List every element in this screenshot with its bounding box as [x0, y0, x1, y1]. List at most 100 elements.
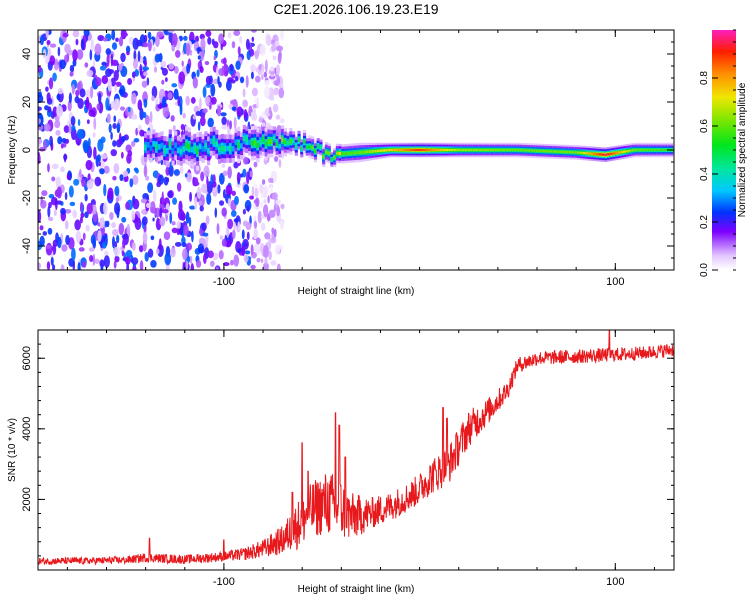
spectrogram-ridge-cell	[437, 148, 441, 152]
spectrogram-noise-blob	[207, 36, 212, 45]
spectrogram-noise-blob	[64, 208, 72, 214]
spectrogram-noise-blob	[106, 53, 110, 67]
spectrogram-noise-blob	[86, 179, 94, 190]
spectrogram-ridge-cell	[187, 143, 192, 150]
colorbar-tick-label: 0.8	[699, 71, 710, 85]
spectrogram-noise-blob	[271, 88, 279, 96]
colorbar-label: Normalized spectral amplitude	[737, 82, 748, 217]
spectrogram-noise-blob	[52, 72, 57, 82]
spectrogram-noise-blob	[202, 253, 207, 264]
spectrogram-noise-blob	[237, 248, 241, 253]
spectrogram-ridge-cell	[165, 148, 170, 154]
spectrogram-noise-blob	[205, 83, 212, 88]
spectrogram-noise-blob	[57, 136, 63, 145]
spectrogram-noise-blob	[221, 116, 227, 126]
spectrogram-noise-blob	[131, 140, 136, 147]
spectrogram-noise-blob	[100, 153, 108, 160]
spectrogram-ridge-cell	[223, 145, 227, 152]
spectrogram-noise-blob	[38, 262, 41, 270]
spectrogram-noise-blob	[93, 117, 97, 130]
spectrogram-ridge-cell	[237, 142, 241, 148]
spectrogram-noise-blob	[173, 169, 180, 176]
spectrogram-noise-blob	[213, 55, 217, 61]
spectrogram-noise-blob	[263, 262, 269, 270]
spectrogram-noise-blob	[183, 35, 188, 41]
spectrogram-ridge-cell	[407, 148, 411, 152]
spectrogram-noise-blob	[51, 163, 59, 170]
spectrogram-noise-blob	[115, 98, 121, 109]
spectrogram-noise-blob	[260, 201, 263, 209]
spectrogram-noise-blob	[79, 88, 86, 98]
spectrogram-noise-blob	[168, 164, 174, 177]
spectrogram-noise-blob	[171, 44, 175, 52]
spectrogram-noise-blob	[210, 83, 216, 97]
spectrogram-noise-blob	[245, 75, 249, 88]
spectrogram-noise-blob	[243, 254, 249, 263]
spectrogram-noise-blob	[194, 197, 198, 210]
spectrogram-ridge-cell	[355, 151, 359, 155]
spectrogram-noise-blob	[79, 168, 82, 179]
spectrogram-noise-blob	[171, 83, 178, 88]
spectrogram-noise-blob	[242, 88, 246, 98]
spectrogram-noise-blob	[57, 236, 62, 249]
spectrogram-noise-blob	[244, 250, 251, 255]
spectrogram-y-axis: -40 -20 0 20 40	[21, 29, 674, 271]
spectrogram-ridge-cell	[302, 140, 307, 144]
spectrogram-noise-blob	[171, 33, 178, 47]
spectrogram-noise-blob	[241, 229, 245, 240]
spectrogram-noise-blob	[152, 189, 157, 203]
spectrogram-noise-blob	[124, 255, 131, 265]
spectrogram-noise-blob	[153, 46, 156, 52]
spectrogram-ridge-cell	[549, 150, 553, 153]
spectrogram-ridge-cell	[426, 148, 430, 152]
spectrogram-noise-blob	[257, 69, 262, 76]
spectrogram-ridge-cell	[519, 149, 523, 152]
spectrogram-noise-blob	[196, 69, 200, 78]
spectrogram-noise-blob	[233, 116, 237, 129]
spectrogram-noise-blob	[113, 70, 119, 81]
spectrogram-ridge-cell	[530, 149, 534, 152]
spectrogram-noise-blob	[108, 69, 115, 74]
spectrogram-ridge-cell	[418, 148, 422, 152]
spectrogram-noise-blob	[195, 259, 202, 268]
spectrogram-ridge-cell	[267, 139, 271, 144]
spectrogram-noise-blob	[259, 44, 266, 56]
spectrogram-noise-blob	[78, 247, 85, 252]
spectrogram-noise-blob	[164, 77, 168, 83]
spectrogram-ridge-cell	[376, 149, 381, 153]
spectrogram-noise-blob	[49, 55, 56, 66]
spectrogram-noise-blob	[118, 132, 122, 145]
spectrogram-noise-blob	[243, 108, 248, 120]
spectrogram-ridge-cell	[245, 137, 249, 143]
spectrogram-noise-blob	[235, 60, 241, 71]
spectrogram-noise-blob	[97, 230, 102, 242]
spectrogram-noise-blob	[51, 176, 56, 182]
spectrogram-ridge-cell	[415, 148, 419, 152]
spectrogram-noise-blob	[99, 259, 105, 268]
spectrogram-noise-blob	[227, 218, 234, 230]
spectrogram-noise-blob	[176, 220, 181, 229]
spectrogram-ridge-cell	[333, 156, 337, 159]
spectrogram-ridge-cell	[511, 148, 515, 152]
spectrogram-noise-blob	[182, 248, 188, 261]
spectrogram-noise-blob	[43, 123, 51, 132]
spectrogram-noise-blob	[107, 78, 112, 92]
spectrogram-noise-blob	[227, 32, 232, 39]
snr-series-line	[38, 330, 674, 566]
spectrogram-noise-blob	[38, 94, 44, 104]
spectrogram-noise-blob	[121, 151, 124, 159]
spectrogram-ridge-cell	[615, 151, 619, 155]
spectrogram-ridge-cell	[398, 148, 402, 152]
spectrogram-noise-blob	[272, 103, 279, 113]
spectrogram-noise-blob	[215, 266, 219, 270]
spectrogram-noise-blob	[280, 203, 285, 210]
spectrogram-noise-blob	[53, 209, 57, 217]
spectrogram-ridge-cell	[313, 149, 318, 154]
spectrogram-noise-blob	[75, 89, 80, 97]
spectrogram-ridge-cell	[220, 145, 224, 152]
spectrogram-ridge-cell	[442, 148, 446, 152]
spectrogram-noise-blob	[185, 260, 189, 270]
spectrogram-noise-blob	[75, 38, 79, 46]
spectrogram-ridge-cell	[163, 147, 167, 154]
spectrogram-x-tick-label: -100	[213, 276, 235, 288]
